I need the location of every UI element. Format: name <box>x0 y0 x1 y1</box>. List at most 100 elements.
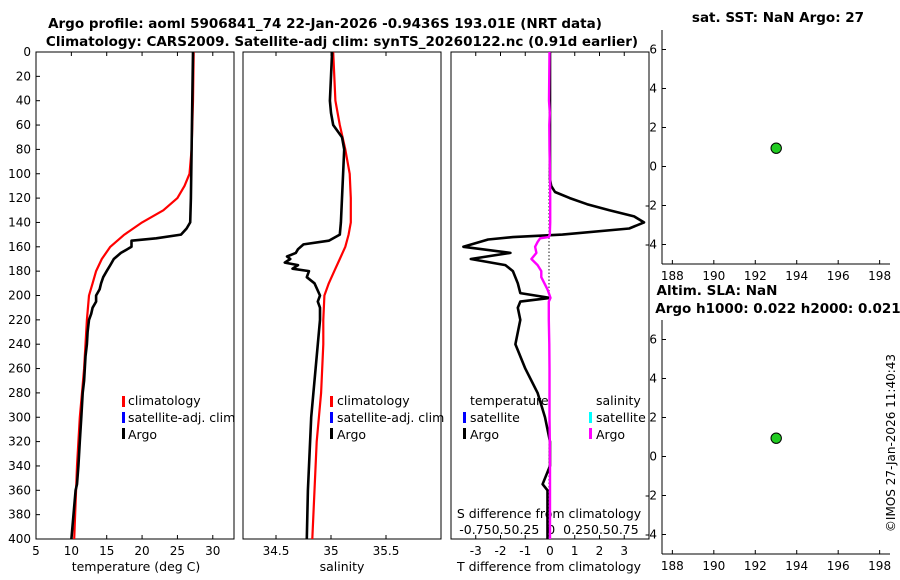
depth-ytick-label: 20 <box>16 69 31 83</box>
salinity-climatology-line <box>311 51 352 540</box>
depth-ytick-label: 220 <box>8 313 31 327</box>
legend-argo-label: Argo <box>337 427 366 442</box>
difference-xtick-label: 1 <box>571 544 579 558</box>
legend-climatology-label: climatology <box>337 393 410 408</box>
imos-timestamp: ©IMOS 27-Jan-2026 11:40:43 <box>884 354 898 532</box>
depth-ytick-label: 140 <box>8 215 31 229</box>
legend-t-satellite-swatch <box>463 412 466 423</box>
sla-map-ytick-label: 4 <box>649 372 657 386</box>
legend-salinity-header: salinity <box>596 393 641 408</box>
depth-ytick-label: 40 <box>16 94 31 108</box>
sst-map-xtick-label: 198 <box>868 269 891 283</box>
depth-ytick-label: 340 <box>8 459 31 473</box>
legend-s-satellite-swatch <box>589 412 592 423</box>
depth-ytick-label: 0 <box>23 45 31 59</box>
legend-argo-swatch <box>122 428 125 439</box>
difference-xtick-label: -1 <box>519 544 531 558</box>
legend-argo-swatch <box>330 428 333 439</box>
salinity-xtick-label: 35 <box>323 544 338 558</box>
difference-xtick-label: -2 <box>495 544 507 558</box>
temperature-xtick-label: 15 <box>99 544 114 558</box>
difference-xlabel: T difference from climatology <box>456 559 642 574</box>
depth-ytick-label: 320 <box>8 435 31 449</box>
temperature-legend: climatology satellite-adj. clim Argo <box>122 393 235 442</box>
temperature-panel: temperature (deg C) 0 20 40 60 80 100 120 140 16… <box>8 45 235 574</box>
legend-s-satellite-label: satellite <box>596 410 646 425</box>
sst-map-ytick-label: 2 <box>649 121 657 135</box>
difference-xtick-label: 2 <box>596 544 604 558</box>
legend-argo-label: Argo <box>128 427 157 442</box>
sla-map-xtick-label: 190 <box>702 559 725 573</box>
difference-t-difference-line <box>462 52 646 539</box>
sla-map-xtick-label: 192 <box>744 559 767 573</box>
figure-title-line1: Argo profile: aoml 5906841_74 22-Jan-202… <box>48 16 602 32</box>
sst-map-ytick-label: -4 <box>645 238 657 252</box>
salinity-xtick-label: 35.5 <box>373 544 400 558</box>
sst-map-panel: sat. SST: NaN Argo: 27 188 190 192 194 196 19… <box>645 10 891 283</box>
legend-satellite-label: satellite-adj. clim <box>128 410 235 425</box>
temperature-xlabel: temperature (deg C) <box>72 559 201 574</box>
depth-ytick-label: 380 <box>8 508 31 522</box>
depth-ytick-label: 160 <box>8 240 31 254</box>
legend-t-argo-swatch <box>463 428 466 439</box>
legend-climatology-label: climatology <box>128 393 201 408</box>
sla-map-ytick-label: -2 <box>645 489 657 503</box>
sla-title-line2: Argo h1000: 0.022 h2000: 0.021 <box>655 301 900 317</box>
salinity-axes-box <box>242 51 442 540</box>
salinity-argo-line <box>283 51 346 540</box>
sla-title-line1: Altim. SLA: NaN <box>657 283 778 299</box>
sst-map-xtick-label: 192 <box>744 269 767 283</box>
legend-temperature-header: temperature <box>470 393 549 408</box>
depth-ytick-label: 360 <box>8 483 31 497</box>
legend-s-argo-swatch <box>589 428 592 439</box>
sla-map-argo-position-marker <box>770 432 782 444</box>
sla-map-xtick-label: 194 <box>785 559 808 573</box>
difference-xtick-label: 0 <box>546 544 554 558</box>
temperature-xtick-label: 25 <box>170 544 185 558</box>
sla-map-ytick-label: 0 <box>649 450 657 464</box>
sst-map-xtick-label: 194 <box>785 269 808 283</box>
temperature-xtick-label: 20 <box>134 544 149 558</box>
sla-map-ytick-label: 2 <box>649 411 657 425</box>
depth-ytick-label: 120 <box>8 191 31 205</box>
depth-ytick-label: 260 <box>8 362 31 376</box>
difference-xtick-label: 3 <box>620 544 628 558</box>
sst-map-ytick-label: 0 <box>649 160 657 174</box>
difference-xtick-label: -3 <box>470 544 482 558</box>
temperature-xtick-label: 30 <box>205 544 220 558</box>
depth-ytick-label: 300 <box>8 410 31 424</box>
difference-legend: temperature salinity satellite Argo sate… <box>463 393 646 442</box>
sla-map-ytick-label: -4 <box>645 528 657 542</box>
depth-ytick-label: 100 <box>8 167 31 181</box>
sst-map-xtick-label: 188 <box>661 269 684 283</box>
depth-ytick-label: 60 <box>16 118 31 132</box>
sst-map-argo-position-marker <box>770 142 782 154</box>
sla-map-xtick-label: 198 <box>868 559 891 573</box>
legend-t-satellite-label: satellite <box>470 410 520 425</box>
difference-panel: T difference from climatology S differen… <box>450 51 650 574</box>
depth-ytick-label: 80 <box>16 142 31 156</box>
salinity-legend: climatology satellite-adj. clim Argo <box>330 393 444 442</box>
salinity-xtick-label: 34.5 <box>263 544 290 558</box>
legend-satellite-swatch <box>330 412 333 423</box>
temperature-axes-box <box>35 51 235 540</box>
sst-map-ytick-label: -2 <box>645 199 657 213</box>
temperature-argo-line <box>70 51 195 540</box>
depth-ytick-label: 200 <box>8 289 31 303</box>
salinity-xlabel: salinity <box>320 559 365 574</box>
sst-map-ytick-label: 4 <box>649 82 657 96</box>
depth-ytick-label: 400 <box>8 532 31 546</box>
depth-ytick-label: 280 <box>8 386 31 400</box>
depth-ytick-label: 240 <box>8 337 31 351</box>
legend-s-argo-label: Argo <box>596 427 625 442</box>
difference-s-difference-line <box>530 51 552 539</box>
sla-map-ytick-label: 6 <box>649 333 657 347</box>
sst-map-xtick-label: 196 <box>827 269 850 283</box>
salinity-panel: salinity 34.5 35 35.5 climatology satellit… <box>242 51 444 574</box>
sst-map-ytick-label: 6 <box>649 43 657 57</box>
legend-satellite-label: satellite-adj. clim <box>337 410 444 425</box>
legend-climatology-swatch <box>122 396 125 407</box>
sst-title: sat. SST: NaN Argo: 27 <box>692 10 864 26</box>
temperature-xtick-label: 10 <box>64 544 79 558</box>
